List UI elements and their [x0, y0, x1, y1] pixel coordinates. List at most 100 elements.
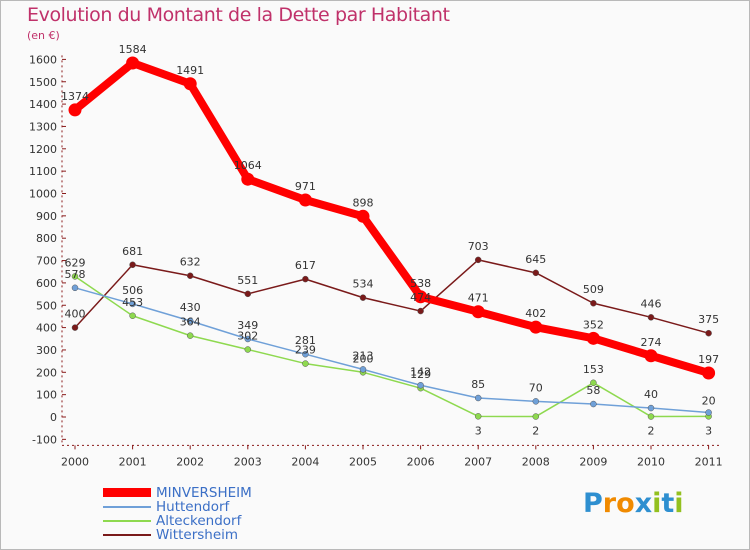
data-label: 281: [295, 334, 316, 347]
data-label: 703: [468, 240, 489, 253]
data-point: [71, 273, 79, 280]
data-label: 1064: [234, 159, 262, 172]
x-tick-label: 2006: [407, 455, 435, 468]
data-label: 430: [180, 301, 201, 314]
data-label: 153: [583, 363, 604, 376]
data-label: 213: [353, 349, 374, 362]
y-tick-label: 1600: [29, 53, 57, 66]
series-line: [74, 259, 710, 334]
data-label: 509: [583, 283, 604, 296]
data-point: [298, 193, 312, 207]
y-tick-label: 1500: [29, 76, 57, 89]
data-label: 538: [410, 277, 431, 290]
y-tick-label: 100: [36, 389, 57, 402]
data-label: 617: [295, 259, 316, 272]
series-line: [74, 275, 710, 418]
logo-letter: i: [652, 488, 662, 519]
data-point: [590, 400, 597, 408]
logo-letter: t: [661, 488, 675, 519]
data-point: [702, 366, 716, 380]
data-label: 1491: [176, 64, 204, 77]
data-label: 1584: [119, 43, 147, 56]
data-point: [529, 320, 543, 334]
series-line: [74, 287, 710, 414]
data-label: 1374: [61, 90, 89, 103]
data-point: [244, 335, 252, 343]
data-point: [71, 324, 79, 331]
data-label: 534: [353, 278, 374, 291]
data-label: 506: [122, 284, 143, 297]
data-point: [71, 284, 79, 292]
y-tick-label: 300: [36, 344, 57, 357]
data-point: [532, 398, 540, 405]
data-point: [241, 172, 255, 186]
x-tick-label: 2009: [579, 455, 607, 468]
x-tick-label: 2010: [637, 455, 665, 468]
data-point: [590, 379, 597, 387]
logo-letter: P: [583, 488, 603, 519]
data-point: [705, 409, 712, 416]
data-point: [302, 275, 309, 283]
data-point: [474, 394, 482, 402]
proxiti-logo: Proxiti: [583, 488, 684, 519]
data-label: 453: [122, 296, 143, 309]
data-label: 197: [698, 353, 719, 366]
data-label: 274: [641, 336, 662, 349]
data-point: [183, 77, 197, 91]
data-label: 898: [353, 196, 374, 209]
data-label: 474: [410, 291, 431, 304]
data-label: 632: [180, 256, 201, 269]
data-point: [705, 329, 712, 337]
data-label: 239: [295, 344, 316, 357]
data-label: 85: [471, 378, 485, 391]
x-tick-label: 2008: [522, 455, 550, 468]
legend-label-wittersheim: Wittersheim: [156, 527, 239, 543]
data-label: 400: [65, 308, 86, 321]
y-tick-label: 200: [36, 366, 57, 379]
data-label: 200: [353, 352, 374, 365]
x-tick-label: 2002: [176, 455, 204, 468]
logo-letter: i: [674, 488, 684, 519]
legend-label-alteckendorf: Alteckendorf: [156, 513, 242, 529]
y-tick-label: 1400: [29, 98, 57, 111]
y-tick-label: 0: [50, 411, 57, 424]
x-tick-label: 2007: [464, 455, 492, 468]
x-tick-label: 2001: [119, 455, 147, 468]
legend-swatch-alteckendorf: [103, 520, 151, 522]
data-label: 645: [525, 253, 546, 266]
legend-swatch-minversheim: [103, 488, 151, 497]
data-point: [644, 349, 658, 363]
data-label: 3: [705, 424, 712, 437]
unit-label: (en €): [27, 29, 60, 42]
data-point: [359, 366, 367, 373]
data-point: [417, 307, 424, 315]
data-label: 302: [237, 330, 258, 343]
x-tick-label: 2005: [349, 455, 377, 468]
legend-swatch-wittersheim: [103, 534, 151, 536]
data-point: [126, 56, 140, 70]
data-point: [68, 103, 82, 117]
legend-swatch-huttendorf: [103, 506, 151, 508]
data-point: [647, 413, 655, 420]
data-point: [532, 413, 540, 420]
data-label: 20: [702, 395, 716, 408]
y-tick-label: 1200: [29, 143, 57, 156]
data-point: [186, 272, 194, 279]
data-point: [359, 294, 367, 301]
legend-label-minversheim: MINVERSHEIM: [156, 485, 252, 501]
data-point: [186, 332, 194, 339]
data-point: [532, 269, 540, 277]
logo-letter: o: [616, 488, 635, 519]
y-tick-label: 1000: [29, 188, 57, 201]
logo-letter: r: [602, 488, 617, 519]
chart-title: Evolution du Montant de la Dette par Hab…: [27, 4, 450, 26]
data-label: 142: [410, 365, 431, 378]
y-tick-label: 1300: [29, 120, 57, 133]
data-point: [471, 305, 485, 319]
y-tick-label: 700: [36, 255, 57, 268]
data-label: 681: [122, 245, 143, 258]
data-point: [356, 209, 370, 223]
data-label: 375: [698, 313, 719, 326]
